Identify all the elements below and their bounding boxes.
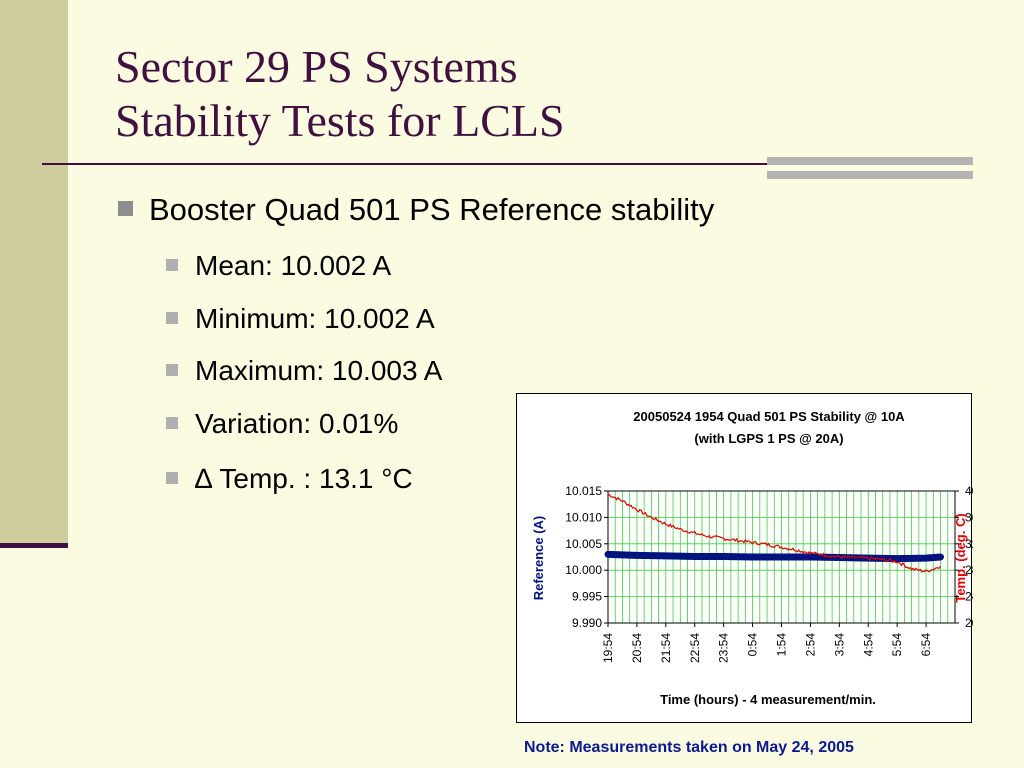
x-tick-label: 20:54 xyxy=(630,633,644,663)
title-divider xyxy=(42,163,930,165)
sub-bullet-text: Maximum: 10.003 A xyxy=(195,355,443,386)
main-bullet-text: Booster Quad 501 PS Reference stability xyxy=(149,192,715,227)
square-bullet-icon xyxy=(166,364,178,376)
y2-tick-label: 20 xyxy=(965,616,973,630)
y2-tick-label: 36 xyxy=(965,510,973,524)
square-bullet-icon xyxy=(166,259,178,271)
side-band xyxy=(0,0,68,545)
sub-bullet-text: Mean: 10.002 A xyxy=(195,250,392,281)
sub-bullet-text: ∆ Temp. : 13.1 °C xyxy=(195,463,413,494)
y-tick-label: 10.015 xyxy=(565,484,602,498)
title-line-2: Stability Tests for LCLS xyxy=(115,95,565,146)
corner-decoration-bar xyxy=(767,171,973,179)
x-tick-label: 22:54 xyxy=(688,633,702,663)
footnote: Note: Measurements taken on May 24, 2005 xyxy=(524,739,854,756)
sub-bullet-minimum: Minimum: 10.002 A xyxy=(166,301,435,337)
x-tick-label: 2:54 xyxy=(803,633,817,657)
side-band-accent xyxy=(0,543,68,548)
square-bullet-icon xyxy=(118,201,133,216)
sub-bullet-temp: ∆ Temp. : 13.1 °C xyxy=(166,461,413,497)
y2-axis-label: Temp. (deg. C) xyxy=(953,513,968,602)
chart-canvas: 20050524 1954 Quad 501 PS Stability @ 10… xyxy=(531,409,973,707)
chart-title-line-2: (with LGPS 1 PS @ 20A) xyxy=(694,431,843,446)
temperature-series-line xyxy=(607,493,941,573)
title-line-1: Sector 29 PS Systems xyxy=(115,41,518,92)
slide-title: Sector 29 PS Systems Stability Tests for… xyxy=(115,40,565,148)
sub-bullet-maximum: Maximum: 10.003 A xyxy=(166,353,442,389)
x-tick-label: 21:54 xyxy=(659,633,673,663)
y-tick-label: 10.010 xyxy=(565,510,602,524)
chart-title-line-1: 20050524 1954 Quad 501 PS Stability @ 10… xyxy=(633,409,905,424)
sub-bullet-text: Variation: 0.01% xyxy=(195,408,399,439)
y-tick-label: 9.990 xyxy=(572,616,602,630)
y-axis-label: Reference (A) xyxy=(531,516,546,601)
corner-decoration-bar xyxy=(767,157,973,165)
square-bullet-icon xyxy=(166,312,178,324)
reference-series-line xyxy=(604,550,944,563)
x-tick-label: 23:54 xyxy=(717,633,731,663)
y2-tick-label: 24 xyxy=(965,590,973,604)
x-axis-label: Time (hours) - 4 measurement/min. xyxy=(660,692,876,707)
x-tick-label: 5:54 xyxy=(890,633,904,657)
sub-bullet-variation: Variation: 0.01% xyxy=(166,406,398,442)
x-tick-label: 4:54 xyxy=(861,633,875,657)
square-bullet-icon xyxy=(166,417,178,429)
y2-tick-label: 40 xyxy=(965,484,973,498)
x-tick-label: 1:54 xyxy=(775,633,789,657)
x-tick-label: 3:54 xyxy=(832,633,846,657)
y2-tick-label: 32 xyxy=(965,537,973,551)
x-tick-label: 6:54 xyxy=(919,633,933,657)
stability-chart: 20050524 1954 Quad 501 PS Stability @ 10… xyxy=(516,393,973,723)
y2-tick-label: 28 xyxy=(965,563,973,577)
y-tick-label: 9.995 xyxy=(572,590,602,604)
y-tick-label: 10.000 xyxy=(565,563,602,577)
x-tick-label: 19:54 xyxy=(601,633,615,663)
x-tick-label: 0:54 xyxy=(746,633,760,657)
sub-bullet-text: Minimum: 10.002 A xyxy=(195,303,435,334)
y-tick-label: 10.005 xyxy=(565,537,602,551)
main-bullet: Booster Quad 501 PS Reference stability xyxy=(118,190,714,230)
sub-bullet-mean: Mean: 10.002 A xyxy=(166,248,391,284)
square-bullet-icon xyxy=(166,472,178,484)
